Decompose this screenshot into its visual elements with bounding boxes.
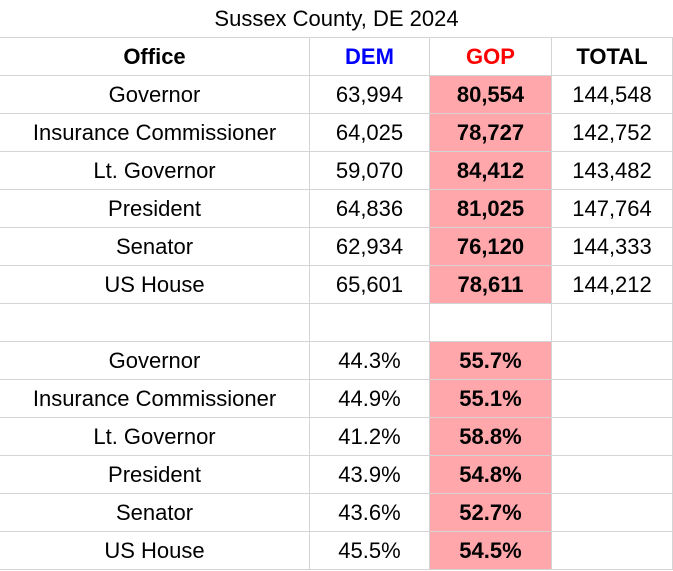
- percent-cell: 54.8%: [430, 456, 552, 494]
- value-cell: 144,548: [552, 76, 673, 114]
- percent-cell: 54.5%: [430, 532, 552, 570]
- office-cell: Lt. Governor: [0, 152, 310, 190]
- office-cell: President: [0, 456, 310, 494]
- office-cell: President: [0, 190, 310, 228]
- value-cell: 64,025: [310, 114, 430, 152]
- value-cell: 76,120: [430, 228, 552, 266]
- empty-cell: [430, 304, 552, 342]
- value-cell: 80,554: [430, 76, 552, 114]
- header-cell: Office: [0, 38, 310, 76]
- value-cell: 142,752: [552, 114, 673, 152]
- value-cell: 144,212: [552, 266, 673, 304]
- empty-cell: [552, 494, 673, 532]
- percent-cell: 43.6%: [310, 494, 430, 532]
- percent-cell: 58.8%: [430, 418, 552, 456]
- value-cell: 63,994: [310, 76, 430, 114]
- empty-cell: [552, 304, 673, 342]
- empty-cell: [310, 304, 430, 342]
- value-cell: 59,070: [310, 152, 430, 190]
- value-cell: 144,333: [552, 228, 673, 266]
- percent-cell: 55.7%: [430, 342, 552, 380]
- empty-cell: [552, 532, 673, 570]
- office-cell: Lt. Governor: [0, 418, 310, 456]
- value-cell: 65,601: [310, 266, 430, 304]
- value-cell: 81,025: [430, 190, 552, 228]
- value-cell: 78,727: [430, 114, 552, 152]
- percent-cell: 45.5%: [310, 532, 430, 570]
- header-cell: GOP: [430, 38, 552, 76]
- office-cell: Governor: [0, 342, 310, 380]
- value-cell: 64,836: [310, 190, 430, 228]
- office-cell: US House: [0, 532, 310, 570]
- value-cell: 84,412: [430, 152, 552, 190]
- value-cell: 143,482: [552, 152, 673, 190]
- empty-cell: [552, 418, 673, 456]
- percent-cell: 44.9%: [310, 380, 430, 418]
- office-cell: Senator: [0, 494, 310, 532]
- value-cell: 62,934: [310, 228, 430, 266]
- value-cell: 147,764: [552, 190, 673, 228]
- office-cell: Insurance Commissioner: [0, 114, 310, 152]
- percent-cell: 41.2%: [310, 418, 430, 456]
- office-cell: Governor: [0, 76, 310, 114]
- percent-cell: 55.1%: [430, 380, 552, 418]
- title: Sussex County, DE 2024: [0, 0, 673, 38]
- office-cell: Senator: [0, 228, 310, 266]
- header-cell: TOTAL: [552, 38, 673, 76]
- empty-cell: [552, 456, 673, 494]
- percent-cell: 43.9%: [310, 456, 430, 494]
- value-cell: 78,611: [430, 266, 552, 304]
- empty-cell: [552, 342, 673, 380]
- empty-cell: [552, 380, 673, 418]
- empty-cell: [0, 304, 310, 342]
- office-cell: Insurance Commissioner: [0, 380, 310, 418]
- office-cell: US House: [0, 266, 310, 304]
- percent-cell: 44.3%: [310, 342, 430, 380]
- percent-cell: 52.7%: [430, 494, 552, 532]
- header-cell: DEM: [310, 38, 430, 76]
